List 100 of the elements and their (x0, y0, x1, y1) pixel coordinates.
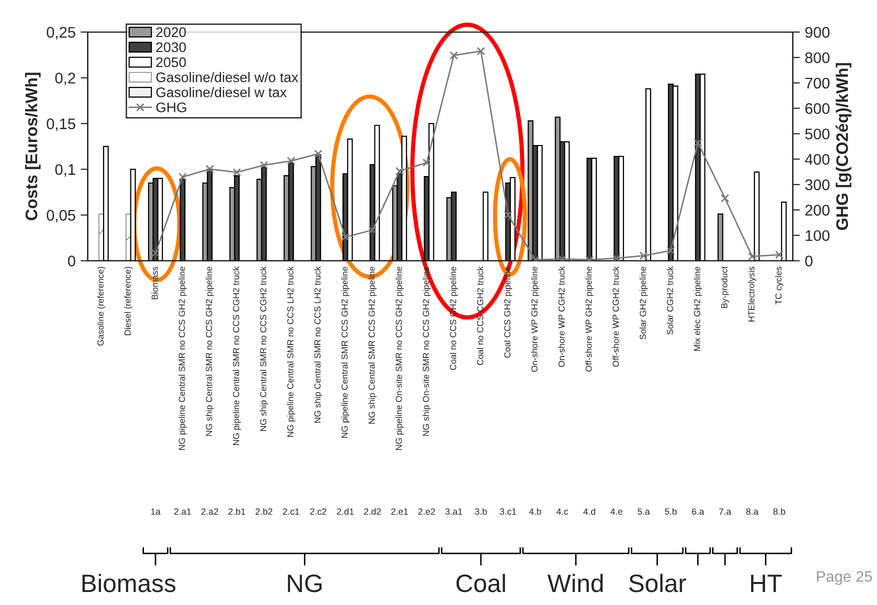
x-tick-label: NG ship Central SMR no CCS GH2 pipeline (206, 266, 214, 436)
point (422, 158, 431, 167)
point (720, 194, 730, 202)
y2-tick-label: 400 (804, 154, 830, 165)
text: 2.b2 (256, 508, 272, 515)
text: 2.c2 (310, 508, 326, 515)
point (232, 168, 242, 176)
x-tick-label: NG pipeline Central SMR no CCS LH2 truck (287, 266, 296, 437)
point (286, 156, 296, 166)
text: 2.e2 (418, 508, 436, 515)
point (368, 226, 377, 234)
text: 2.b1 (228, 508, 246, 515)
y2-tick-label: 900 (805, 26, 830, 38)
x-tick-label: On-shore WP GH2 pipeline (531, 266, 540, 372)
point (476, 46, 486, 56)
point (151, 248, 160, 258)
text: 5.b (664, 508, 677, 515)
y2-tick-label: 800 (805, 52, 830, 64)
bar (536, 144, 543, 261)
y-tick-label: 0 (68, 256, 76, 266)
text: 4.c (556, 508, 568, 515)
legend-label: 2050 (156, 57, 186, 68)
y2-tick-label: 600 (805, 103, 830, 114)
x-tick-label: Coal CCS GH2 pipeline (504, 266, 512, 358)
y-tick-label: 0,15 (46, 118, 76, 132)
y2-tick-label: 200 (805, 204, 830, 216)
y-tick-label: 0,05 (46, 210, 76, 223)
x-tick-label: NG pipeline Central SMR CCS GH2 pipeline (341, 266, 350, 438)
x-tick-label: Solar CGH2 truck (666, 266, 674, 334)
text: HT (751, 574, 782, 592)
y-tick-label: 0,1 (55, 164, 76, 177)
legend-label: GHG (156, 102, 186, 112)
text: NG (288, 574, 322, 592)
bar (103, 146, 109, 261)
x-tick-label: Coal no CCS GH2 pipeline (450, 266, 458, 370)
point (314, 150, 322, 158)
text: 3.c1 (500, 508, 516, 515)
x-tick-label: NG pipeline Central SMR no CCS CGH2 truck (232, 266, 241, 446)
y-tick-label: 0,25 (46, 26, 76, 40)
text: 8.b (773, 508, 786, 515)
y-axis-title: Costs [Euros/kWh] (25, 72, 41, 220)
point (178, 172, 187, 182)
text: 3.a1 (445, 508, 462, 515)
x-tick-label: NG ship Central SMR no CCS CGH2 truck (260, 266, 268, 431)
x-tick-label: On-shore WP CGH2 truck (558, 266, 565, 367)
text: 6.a (692, 508, 704, 515)
y2-tick-label: 0 (805, 256, 813, 266)
bar (781, 202, 787, 261)
point (206, 164, 214, 174)
text: Solar (629, 574, 686, 592)
text: 2.d1 (337, 508, 354, 515)
y2-tick-label: 500 (805, 128, 830, 140)
point (341, 232, 350, 242)
x-tick-label: NG ship Central SMR no CCS LH2 truck (314, 266, 322, 423)
text: 2.a2 (201, 508, 218, 515)
x-tick-label: NG ship Central SMR CCS GH2 pipeline (368, 266, 377, 424)
point (612, 254, 621, 261)
text: 7.a (719, 508, 732, 515)
x-tick-label: Gasoline (reference) (97, 266, 106, 346)
text: 2.e1 (391, 508, 408, 515)
bar (234, 175, 240, 261)
text: 4.e (610, 508, 622, 515)
text: 4.d (583, 508, 596, 515)
text: Biomass (82, 574, 176, 592)
point (395, 166, 404, 176)
legend-label: Gasoline/diesel w/o tax (156, 72, 298, 82)
x-tick-label: Off-shore WP GH2 pipeline (585, 266, 594, 372)
y-tick-label: 0,2 (55, 72, 76, 86)
text: 8.a (746, 508, 758, 515)
text: 4.b (529, 508, 542, 515)
point (504, 210, 512, 220)
bar (130, 168, 136, 261)
bar (754, 171, 760, 261)
text: 1a (151, 508, 161, 515)
x-tick-label: HTElectrolysis (748, 266, 756, 322)
text: Wind (547, 574, 603, 592)
x-tick-label: Biomass (151, 266, 158, 300)
bar (206, 168, 213, 261)
x-tick-label: Diesel (reference) (124, 266, 132, 336)
legend-label: 2020 (156, 27, 186, 38)
x-tick-label: Mix elec GH2 pipeline (694, 266, 702, 351)
point (639, 252, 648, 260)
legend-label: 2030 (156, 42, 186, 52)
bar (450, 192, 457, 261)
point (748, 252, 756, 261)
y2-axis-title: GHG [g(CO2éq)/kWh] (836, 63, 852, 230)
bar (180, 178, 186, 261)
text: 5.a (638, 508, 650, 515)
text: 2.d2 (364, 508, 381, 515)
y2-tick-label: 300 (805, 179, 830, 190)
bar (718, 214, 724, 261)
point (694, 138, 702, 148)
x-tick-label: Off-shore WP CGH2 truck (612, 266, 619, 367)
bar (428, 122, 434, 261)
x-tick-label: TC cycles (775, 266, 784, 305)
x-tick-label: NG pipeline Central SMR no CCS GH2 pipeline (178, 266, 187, 450)
point (450, 51, 458, 60)
x-tick-label: NG ship On-site SMR no CCS GH2 pipeline (422, 266, 431, 436)
bar (482, 192, 488, 261)
point (260, 161, 268, 170)
